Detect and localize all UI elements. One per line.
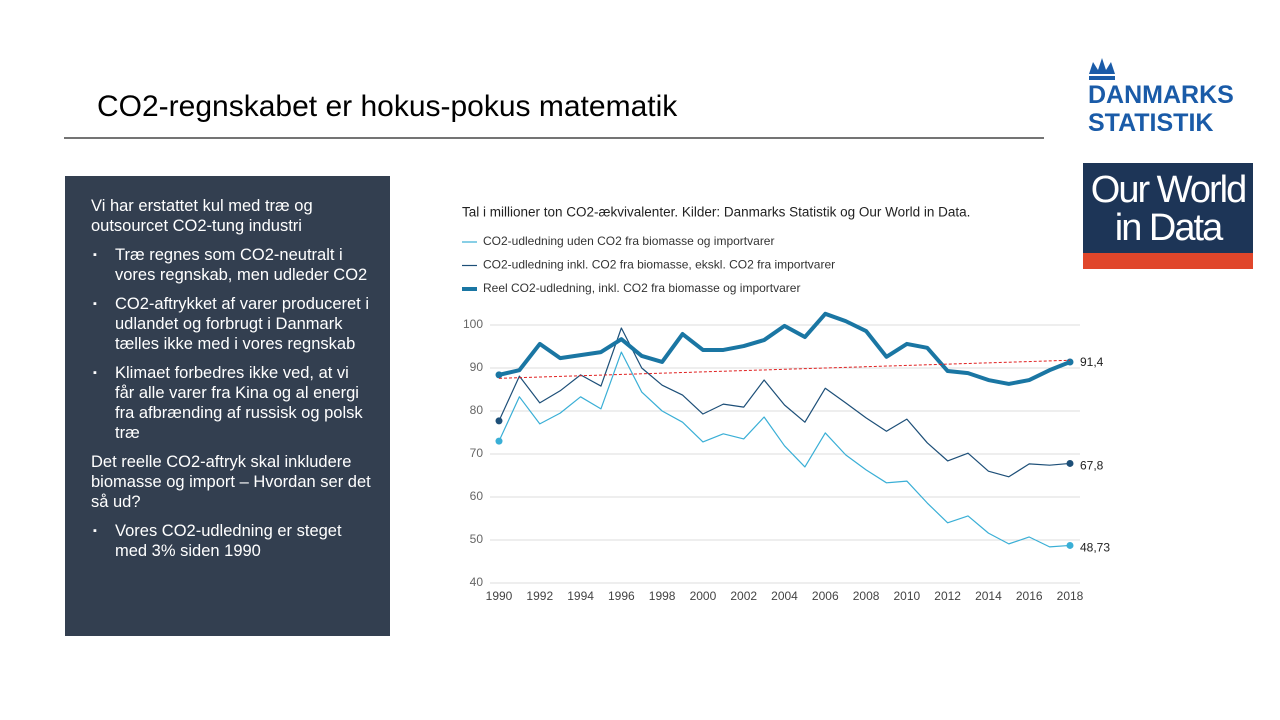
chart-subtitle: Tal i millioner ton CO2-ækvivalenter. Ki… [462,205,970,220]
y-tick-label: 40 [470,575,484,589]
owid-logo: Our World in Data [1083,163,1253,269]
end-point [1066,358,1074,366]
legend-label: Reel CO2-udledning, inkl. CO2 fra biomas… [483,281,800,295]
x-tick-label: 2006 [812,589,839,603]
bullet: CO2-aftrykket af varer produceret i udla… [91,294,372,354]
y-tick-label: 50 [470,532,484,546]
series-line [498,311,1071,386]
x-tick-label: 2008 [853,589,880,603]
owid-text: in Data [1115,207,1224,249]
end-point [495,371,503,379]
x-tick-label: 2012 [934,589,961,603]
x-tick-label: 2014 [975,589,1002,603]
bullet: Træ regnes som CO2-neutralt i vores regn… [91,245,372,285]
legend-label: CO2-udledning inkl. CO2 fra biomasse, ek… [483,258,835,272]
owid-box [1083,163,1253,255]
x-tick-label: 1994 [567,589,594,603]
y-tick-label: 60 [470,489,484,503]
y-tick-label: 80 [470,403,484,417]
legend-label: CO2-udledning uden CO2 fra biomasse og i… [483,234,774,248]
value-label: 67,8 [1080,459,1104,473]
bullet: Vores CO2-udledning er steget med 3% sid… [91,521,372,561]
x-tick-label: 2016 [1016,589,1043,603]
dst-text: STATISTIK [1088,109,1213,137]
x-tick-label: 2002 [730,589,757,603]
trend-line [498,359,1071,379]
value-label: 91,4 [1080,355,1104,369]
y-tick-label: 90 [470,360,484,374]
slide-title: CO2-regnskabet er hokus-pokus matematik [97,90,678,123]
series-line [498,327,1071,478]
end-point [495,437,503,445]
y-tick-label: 70 [470,446,484,460]
end-point [1066,459,1074,467]
x-tick-label: 2000 [690,589,717,603]
x-tick-label: 2004 [771,589,798,603]
owid-strip [1083,253,1253,269]
series-line [498,351,1071,548]
bullet: Klimaet forbedres ikke ved, at vi får al… [91,363,372,443]
paragraph: Det reelle CO2-aftryk skal inkludere bio… [91,453,371,511]
x-tick-label: 1996 [608,589,635,603]
end-point [495,417,503,425]
paragraph: Vi har erstattet kul med træ og outsourc… [91,197,313,235]
text-box: Vi har erstattet kul med træ og outsourc… [65,176,390,636]
x-tick-label: 2010 [894,589,921,603]
dst-logo: DANMARKS STATISTIK [1088,58,1234,137]
end-point [1066,541,1074,549]
value-label: 48,73 [1080,541,1110,555]
x-tick-label: 1990 [486,589,513,603]
y-tick-label: 100 [463,317,483,331]
crown-icon [1089,58,1115,80]
x-tick-label: 1992 [526,589,553,603]
owid-text: Our World [1091,169,1245,211]
dst-text: DANMARKS [1088,81,1234,109]
x-tick-label: 1998 [649,589,676,603]
x-tick-label: 2018 [1057,589,1084,603]
